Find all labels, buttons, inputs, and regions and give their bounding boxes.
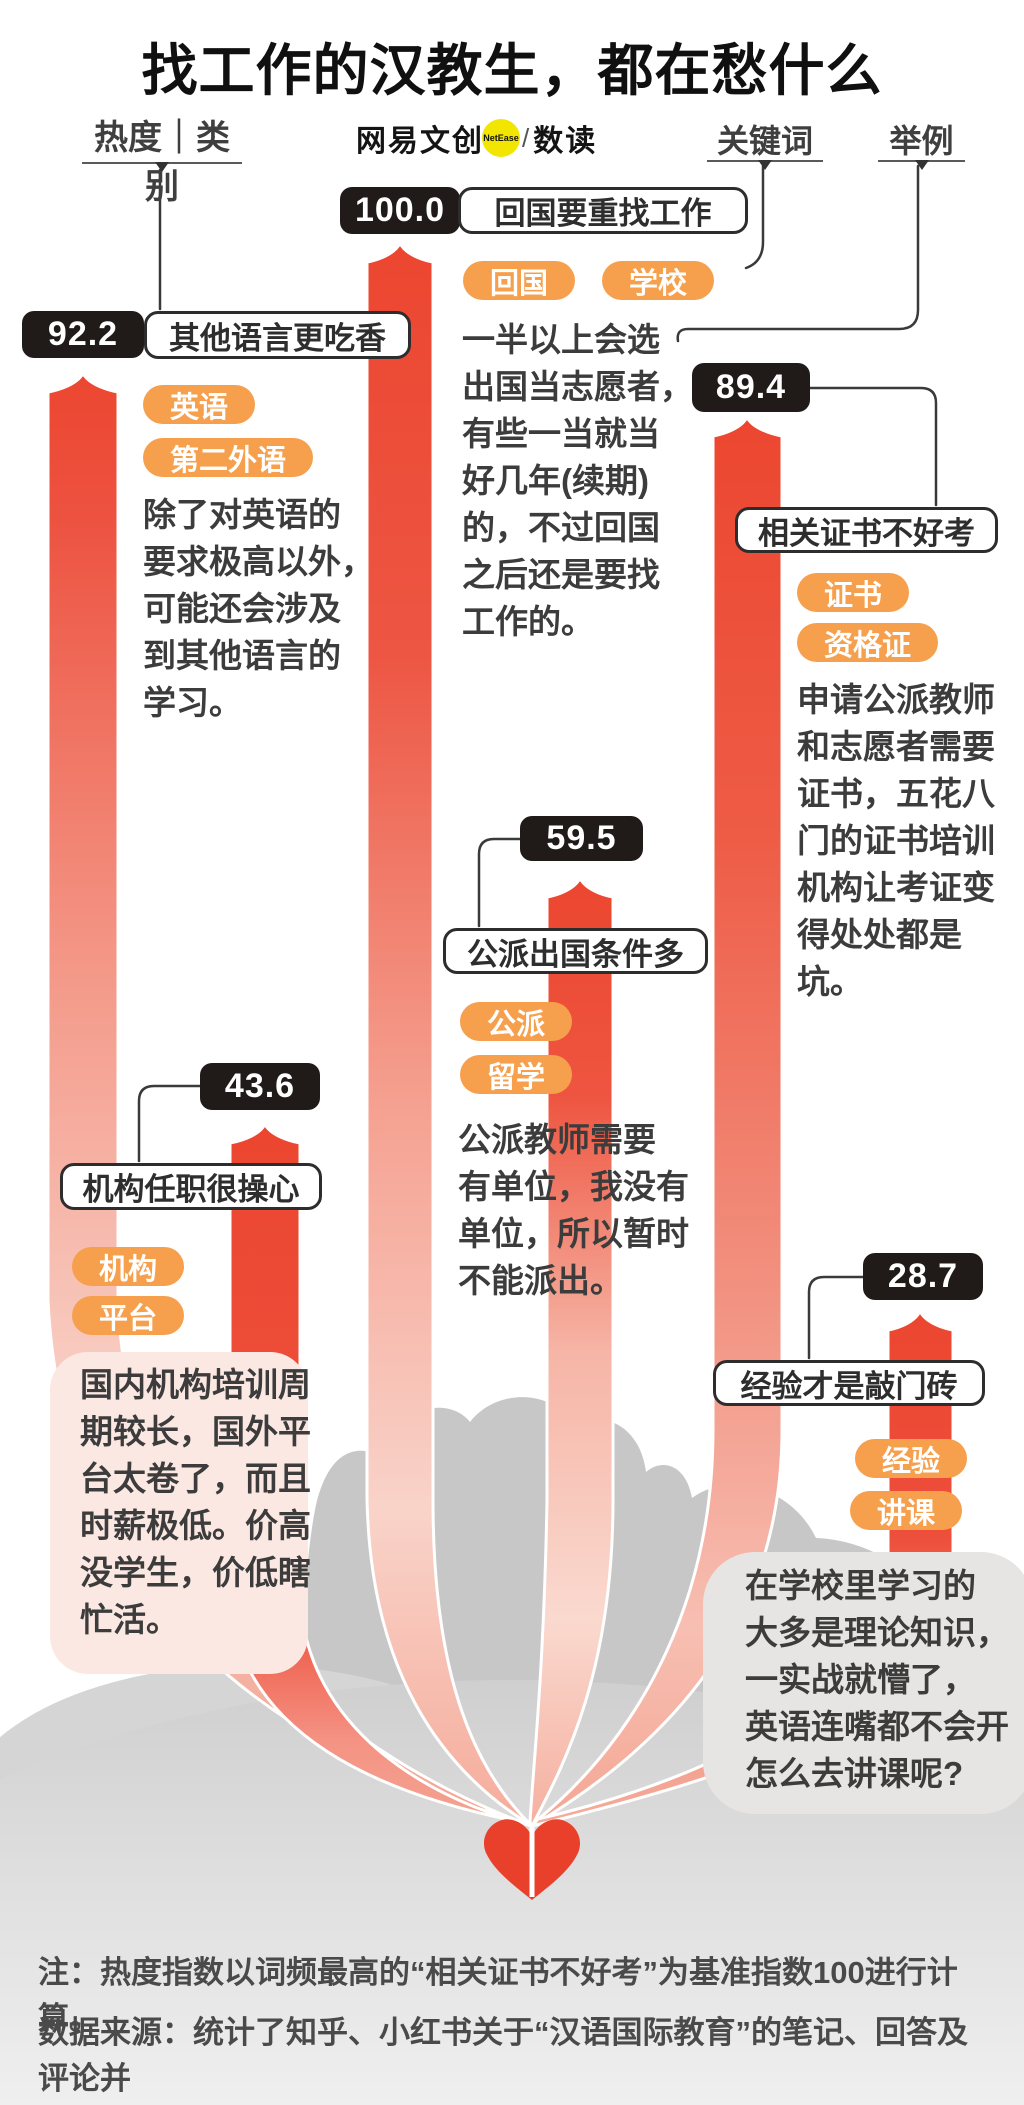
value-badge: 28.7 xyxy=(863,1253,983,1300)
card-gray xyxy=(703,1552,1024,1814)
stream-89-4 xyxy=(530,415,784,1828)
connector-59-5 xyxy=(477,837,522,928)
example-text: 申请公派教师 和志愿者需要 证书，五花八 门的证书培训 机构让考证变 得处处都是… xyxy=(797,681,995,1000)
keyword-tag: 第二外语 xyxy=(143,438,314,477)
pointer-triangle-icon xyxy=(155,162,169,172)
card-pink xyxy=(50,1352,308,1674)
value-badge: 100.0 xyxy=(340,187,460,234)
category-label: 机构任职很操心 xyxy=(60,1163,322,1210)
legend-keywords-label: 关键词 xyxy=(716,123,813,159)
example-text: 一半以上会选 出国当志愿者， 有些一当就当 好几年(续期) 的，不过回国 之后还… xyxy=(462,321,693,640)
keyword-tag: 讲课 xyxy=(850,1491,963,1530)
keyword-tag: 资格证 xyxy=(797,623,939,662)
example-text: 在学校里学习的 大多是理论知识， 一实战就懵了， 英语连嘴都不会开 怎么去讲课呢… xyxy=(745,1567,1009,1792)
category-label: 公派出国条件多 xyxy=(443,928,708,974)
keyword-tag: 证书 xyxy=(797,573,910,612)
example-text: 公派教师需要 有单位，我没有 单位，所以暂时 不能派出。 xyxy=(458,1121,689,1299)
keyword-tag: 经验 xyxy=(855,1439,968,1478)
page-title: 找工作的汉教生，都在愁什么 xyxy=(141,39,883,102)
example-text: 除了对英语的 要求极高以外， 可能还会涉及 到其他语言的 学习。 xyxy=(143,496,374,721)
keyword-tag: 机构 xyxy=(72,1247,185,1286)
category-label: 回国要重找工作 xyxy=(458,187,748,234)
value-badge: 59.5 xyxy=(520,816,643,861)
stream-59-5 xyxy=(528,876,615,1828)
heart-icon xyxy=(483,1819,581,1900)
pointer-triangle-icon xyxy=(914,160,929,170)
keyword-tag: 回国 xyxy=(463,261,576,300)
category-label: 经验才是敲门砖 xyxy=(713,1360,985,1406)
stream-100-0 xyxy=(365,241,534,1828)
connector-keywords-line xyxy=(744,164,765,270)
pointer-triangle-icon xyxy=(758,160,772,170)
connector-28-7 xyxy=(807,1275,865,1360)
value-badge: 43.6 xyxy=(200,1063,320,1110)
legend-example: 举例 xyxy=(878,116,965,170)
connector-89-4 xyxy=(808,386,938,507)
connector-example-line xyxy=(676,164,920,343)
legend-keywords: 关键词 xyxy=(707,116,823,170)
keyword-tag: 留学 xyxy=(460,1055,573,1094)
logo-brand-text: 网易文创 xyxy=(356,125,484,158)
category-label: 相关证书不好考 xyxy=(735,507,998,553)
value-badge: 89.4 xyxy=(692,363,810,412)
value-badge: 92.2 xyxy=(22,311,144,358)
footnote-source: 数据来源：统计了知乎、小红书关于“汉语国际教育”的笔记、回答及评论并 进行分词，… xyxy=(38,2015,968,2096)
legend-heat-category: 热度｜类别 xyxy=(82,110,242,206)
netease-badge-icon: NetEase xyxy=(482,119,520,157)
legend-heat-label: 热度｜类别 xyxy=(94,119,230,206)
legend-example-label: 举例 xyxy=(889,123,954,159)
keyword-tag: 学校 xyxy=(602,261,715,300)
example-text: 国内机构培训周 期较长，国外平 台太卷了，而且 时薪极低。价高 没学生，价低瞎 … xyxy=(80,1366,311,1638)
footnote-method: 注：热度指数以词频最高的“相关证书不好考”为基准指数100进行计算。 xyxy=(38,1955,958,2036)
logo-slash: / xyxy=(522,122,530,153)
connector-43-6 xyxy=(137,1084,202,1163)
keyword-tag: 英语 xyxy=(143,385,256,424)
brand-logo: 网易文创 NetEase / 数读 xyxy=(356,116,597,160)
category-label: 其他语言更吃香 xyxy=(144,311,411,359)
keyword-tag: 平台 xyxy=(72,1296,185,1335)
logo-product-text: 数读 xyxy=(533,125,598,158)
stream-43-6 xyxy=(228,1122,534,1828)
keyword-tag: 公派 xyxy=(460,1002,573,1041)
